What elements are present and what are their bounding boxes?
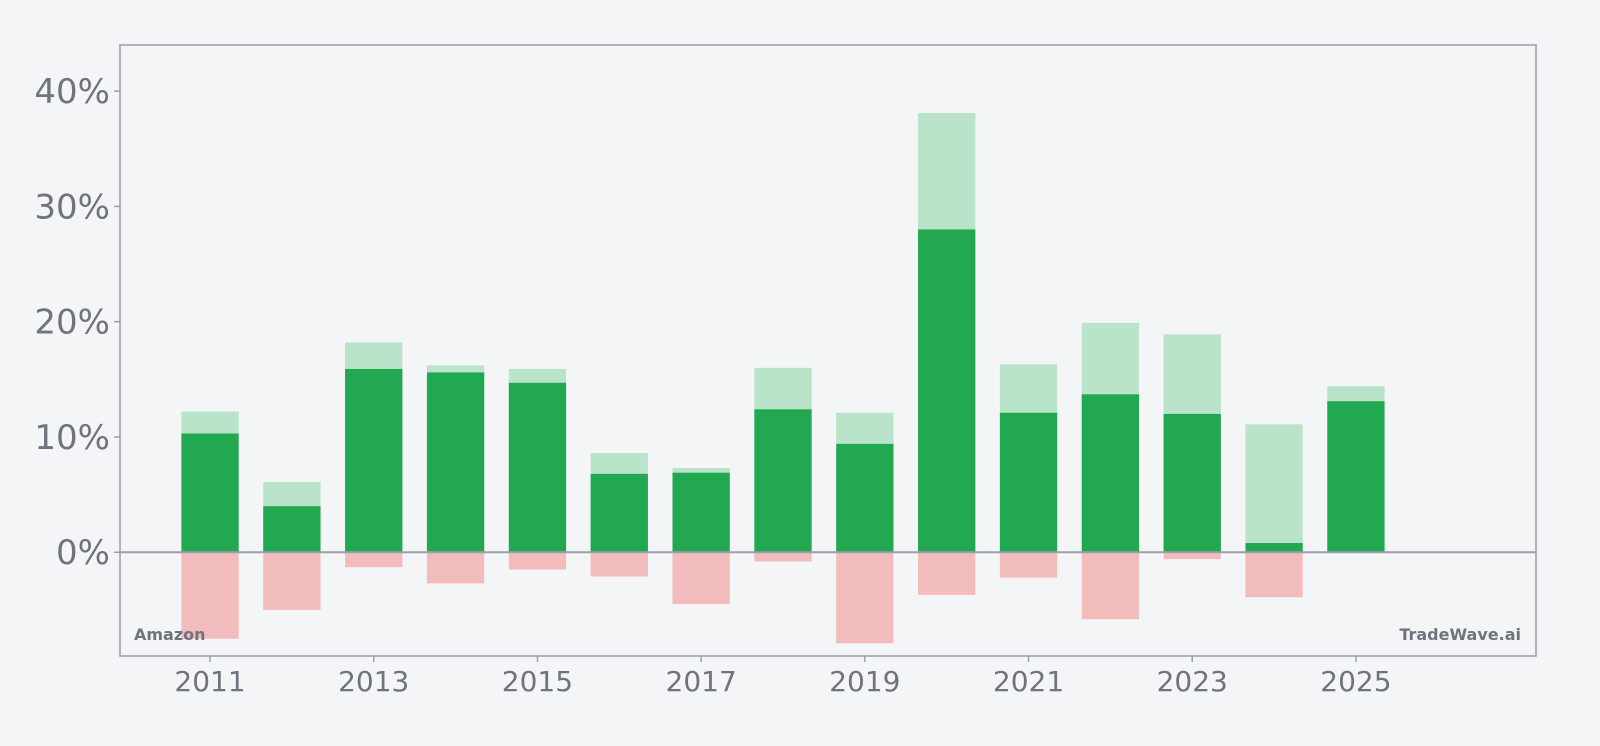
low-bar-2024 (1245, 552, 1303, 598)
x-tick-label: 2015 (502, 665, 573, 698)
low-series-bars (181, 552, 1303, 644)
high-bar-2024 (1245, 424, 1303, 553)
low-bar-2023 (1163, 552, 1221, 560)
low-bar-2012 (263, 552, 321, 610)
main-bar-2019 (836, 443, 894, 553)
main-bar-2017 (672, 472, 730, 553)
main-bar-2012 (263, 506, 321, 553)
x-tick-label: 2019 (829, 665, 900, 698)
main-bar-2018 (754, 409, 812, 553)
plot-frame (119, 44, 1537, 657)
x-tick-label: 2013 (338, 665, 409, 698)
main-bar-2011 (181, 433, 239, 553)
main-bar-2015 (508, 382, 567, 553)
low-bar-2018 (754, 552, 812, 562)
x-tick-label: 2021 (993, 665, 1064, 698)
low-bar-2017 (672, 552, 730, 605)
main-bar-2014 (426, 372, 485, 553)
x-axis: 2011 2013 2015 2017 2019 2021 2023 2025 (174, 656, 1392, 698)
x-tick-label: 2025 (1320, 665, 1391, 698)
main-bar-2020 (918, 229, 976, 553)
low-bar-2014 (426, 552, 485, 584)
low-bar-2019 (836, 552, 894, 644)
low-bar-2020 (918, 552, 976, 595)
y-axis: 0% 10% 20% 30% 40% (34, 72, 120, 573)
low-bar-2021 (999, 552, 1058, 578)
main-bar-2022 (1081, 394, 1140, 553)
company-label: Amazon (134, 625, 206, 644)
main-bar-2023 (1163, 413, 1221, 553)
main-bar-2024 (1245, 543, 1303, 553)
main-bar-2025 (1327, 401, 1385, 553)
x-tick-label: 2017 (666, 665, 737, 698)
brand-watermark: TradeWave.ai (1399, 625, 1521, 644)
low-bar-2022 (1081, 552, 1140, 620)
main-bar-2021 (999, 412, 1058, 553)
x-tick-label: 2023 (1157, 665, 1228, 698)
y-tick-label: 20% (34, 303, 110, 343)
y-tick-label: 10% (34, 418, 110, 458)
main-bar-2016 (590, 473, 648, 553)
y-tick-label: 0% (56, 533, 110, 573)
y-tick-label: 40% (34, 72, 110, 112)
low-bar-2011 (181, 552, 239, 639)
main-series-bars (181, 229, 1385, 553)
main-bar-2013 (345, 368, 403, 553)
y-tick-label: 30% (34, 187, 110, 227)
x-tick-label: 2011 (174, 665, 245, 698)
low-bar-2015 (508, 552, 567, 570)
low-bar-2016 (590, 552, 648, 577)
low-bar-2013 (345, 552, 403, 568)
